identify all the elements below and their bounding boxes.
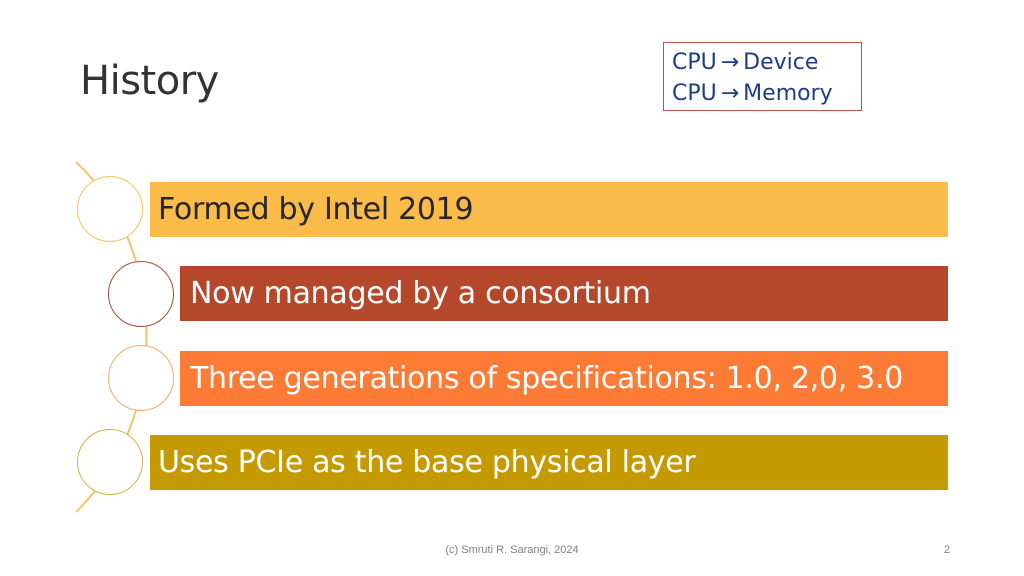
arrow-right-icon: → [720, 81, 740, 106]
note-line-memory: CPU → Memory [672, 78, 861, 109]
note-to-label: Memory [743, 81, 833, 106]
note-from-label: CPU [672, 81, 717, 106]
note-line-device: CPU → Device [672, 47, 861, 78]
list-item: Now managed by a consortium [180, 266, 948, 321]
list-item-text: Now managed by a consortium [190, 276, 651, 311]
bullet-circle-icon [108, 261, 174, 327]
page-number: 2 [943, 544, 950, 556]
list-item-text: Formed by Intel 2019 [158, 192, 474, 227]
bullet-circle-icon [108, 345, 174, 411]
bullet-circle-icon [77, 429, 143, 495]
list-item-text: Uses PCIe as the base physical layer [158, 445, 696, 480]
bullet-circle-icon [77, 176, 143, 242]
note-to-label: Device [743, 50, 819, 75]
list-item: Uses PCIe as the base physical layer [150, 435, 948, 490]
arrow-right-icon: → [720, 50, 740, 75]
note-box: CPU → Device CPU → Memory [663, 42, 862, 111]
note-from-label: CPU [672, 50, 717, 75]
slide-footer: (c) Smruti R. Sarangi, 2024 [445, 544, 579, 556]
list-item: Three generations of specifications: 1.0… [180, 351, 948, 406]
list-item-text: Three generations of specifications: 1.0… [190, 361, 903, 396]
list-item: Formed by Intel 2019 [150, 182, 948, 237]
slide-title: History [80, 58, 219, 104]
